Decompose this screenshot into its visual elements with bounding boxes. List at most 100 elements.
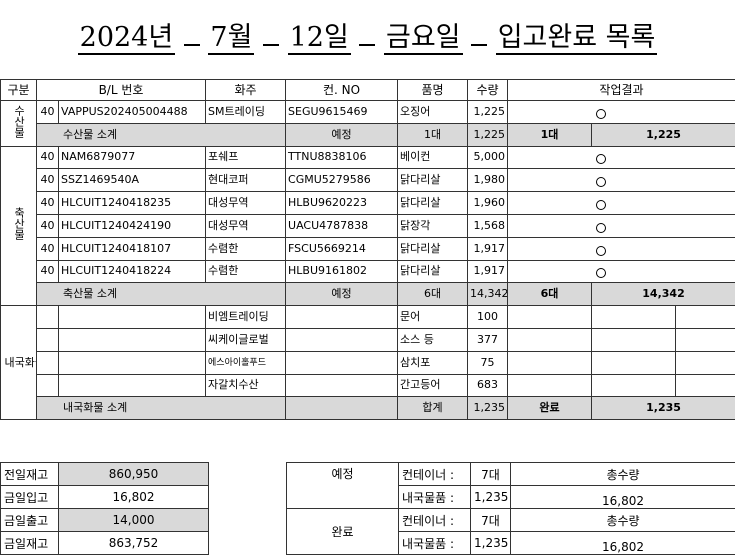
bl-cell: NAM6879077 [57,145,207,170]
done-total: 16,802 [510,531,735,555]
item-cell: 닭다리살 [397,236,469,261]
qty-cell: 1,917 [467,259,509,284]
container-cell: HLBU9620223 [285,191,399,215]
done-qty: 1,225 [591,122,735,147]
summary-table: 전일재고 860,950 예정 컨테이너 : 7대 총수량 금일입고 16,80… [0,462,735,555]
done-circle-icon [596,154,607,165]
inventory-row: 금일재고 863,752 내국물품 : 1,235 16,802 [0,531,735,555]
table-row: 수산물 40 VAPPUS202405004488 SM트레이딩 SEGU961… [0,100,735,147]
header-row: 구분 B/L 번호 화주 컨. NO 품명 수량 작업결과 [0,79,735,101]
ft-cell: 40 [36,145,59,170]
done-containers: 7대 [470,508,511,532]
bl-cell: SSZ1469540A [57,168,207,193]
livestock-subtotal-row: 축산물 소계 예정 6대 14,342 6대 14,342 [1,282,735,307]
done-circle-icon [596,108,607,119]
table-row: 내국화물 비엠트레이딩 문어 100 [0,305,735,421]
owner-cell: 포쉐프 [205,145,287,170]
planned-count: 1대 [397,122,469,147]
planned-label: 예정 [285,122,399,147]
total-label: 총수량 [510,462,735,486]
container-cell: FSCU5669214 [285,236,399,261]
owner-cell: 수렴한 [205,236,287,261]
domestic-label: 내국물품 : [398,531,471,555]
subtotal-label: 수산물 소계 [35,122,287,147]
owner-cell: 대성무역 [205,191,287,215]
result-cell [507,213,735,238]
done-count: 6대 [507,282,593,307]
subtotal-label: 내국화물 소계 [35,396,287,421]
header-result: 작업결과 [507,79,735,101]
done-label: 완료 [507,396,593,421]
result-cell [507,191,735,215]
subtotal-qty: 1,235 [467,396,509,421]
group-domestic: 내국화물 [0,305,37,421]
page-title: 2024년 7월 12일 금요일 입고완료 목록 [0,18,735,58]
domestic-subtotal-row: 내국화물 소계 합계 1,235 완료 1,235 [1,396,735,421]
bl-cell: VAPPUS202405004488 [57,100,207,124]
qty-cell: 1,980 [467,168,509,193]
qty-cell: 683 [467,373,509,398]
container-label: 컨테이너 : [398,462,471,486]
inventory-value: 863,752 [58,531,209,555]
planned-label: 예정 [286,462,399,509]
subtotal-qty: 14,342 [467,282,509,307]
subtotal-label: 축산물 소계 [35,282,287,307]
container-cell: CGMU5279586 [285,168,399,193]
owner-cell: 에스아이홀푸드 [205,350,287,375]
ft-cell: 40 [36,191,59,215]
container-cell: SEGU9615469 [285,100,399,124]
table-row: 40 HLCUIT1240418107 수렴한 FSCU5669214 닭다리살… [1,236,735,261]
title-month: 7월 [208,22,255,55]
item-cell: 닭장각 [397,213,469,238]
qty-cell: 75 [467,350,509,375]
header-owner: 화주 [205,79,287,101]
owner-cell: 씨케이글로벌 [205,327,287,352]
owner-cell: 대성무역 [205,213,287,238]
total-label: 총수량 [510,508,735,532]
item-cell: 닭다리살 [397,191,469,215]
ft-cell: 40 [36,259,59,284]
bl-cell: HLCUIT1240424190 [57,213,207,238]
ft-cell: 40 [36,213,59,238]
item-cell: 닭다리살 [397,168,469,193]
inventory-row: 금일출고 14,000 완료 컨테이너 : 7대 총수량 [0,508,735,555]
domestic-label: 내국물품 : [398,485,471,509]
qty-cell: 1,917 [467,236,509,261]
header-category: 구분 [0,79,37,101]
bl-cell: HLCUIT1240418224 [57,259,207,284]
ft-cell: 40 [36,168,59,193]
qty-cell: 1,960 [467,191,509,215]
table-row: 자갈치수산 간고등어 683 [1,373,735,398]
planned-total: 16,802 [510,485,735,509]
group-livestock: 축산물 [0,145,37,307]
item-cell: 간고등어 [397,373,469,398]
result-cell [507,168,735,193]
owner-cell: 현대코퍼 [205,168,287,193]
qty-cell: 1,225 [467,100,509,124]
done-circle-icon [596,177,607,188]
container-cell: UACU4787838 [285,213,399,238]
inventory-value: 14,000 [58,508,209,532]
done-domestic: 1,235 [470,531,511,555]
table-row: 에스아이홀푸드 삼치포 75 [1,350,735,375]
item-cell: 삼치포 [397,350,469,375]
done-count: 1대 [507,122,593,147]
qty-cell: 5,000 [467,145,509,170]
item-cell: 오징어 [397,100,469,124]
container-cell: HLBU9161802 [285,259,399,284]
inventory-row: 전일재고 860,950 예정 컨테이너 : 7대 총수량 [0,462,735,509]
title-day: 12일 [287,22,351,55]
title-weekday: 금요일 [384,22,463,55]
item-cell: 닭다리살 [397,259,469,284]
table-row: 40 SSZ1469540A 현대코퍼 CGMU5279586 닭다리살 1,9… [1,168,735,193]
result-cell [507,259,735,284]
container-cell: TTNU8838106 [285,145,399,170]
done-qty: 1,235 [591,396,735,421]
receipt-table: 구분 B/L 번호 화주 컨. NO 품명 수량 작업결과 수산물 40 VAP… [0,79,735,421]
owner-cell: SM트레이딩 [205,100,287,124]
inventory-label: 전일재고 [0,462,59,486]
subtotal-qty: 1,225 [467,122,509,147]
group-seafood: 수산물 [0,100,37,147]
qty-cell: 100 [467,305,509,329]
ft-cell: 40 [36,100,59,124]
